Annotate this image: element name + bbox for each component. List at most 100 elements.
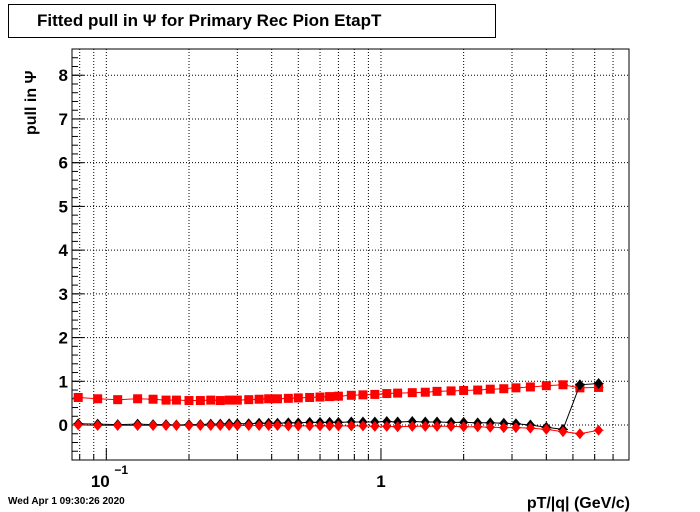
y-tick-label: 7 — [59, 110, 68, 129]
data-point-diamond — [195, 419, 205, 431]
data-point-square — [283, 393, 293, 403]
y-tick-label: 3 — [59, 285, 68, 304]
data-point-diamond — [594, 424, 604, 436]
data-point-diamond — [346, 420, 356, 432]
data-point-square — [73, 392, 83, 402]
data-point-square — [171, 395, 181, 405]
y-axis-title: pull in Ψ — [23, 70, 40, 135]
data-point-diamond — [485, 421, 495, 433]
data-point-square — [420, 387, 430, 397]
data-point-square — [293, 393, 303, 403]
data-point-diamond — [511, 422, 521, 434]
x-axis-title: pT/|q| (GeV/c) — [527, 495, 630, 512]
data-point-square — [113, 395, 123, 405]
data-point-diamond — [215, 419, 225, 431]
y-tick-label: 8 — [59, 66, 68, 85]
x-tick-label: 1 — [376, 472, 385, 491]
data-point-diamond — [420, 420, 430, 432]
data-point-square — [446, 386, 456, 396]
data-point-square — [473, 385, 483, 395]
data-point-square — [333, 391, 343, 401]
data-point-diamond — [446, 420, 456, 432]
axis-ticks: 0 1 2 3 4 5 6 7 8 10 −1 1 — [59, 57, 630, 491]
data-point-square — [346, 390, 356, 400]
plot-frame — [71, 48, 630, 461]
data-point-diamond — [370, 420, 380, 432]
data-point-square — [432, 386, 442, 396]
data-point-square — [499, 384, 509, 394]
data-point-diamond — [206, 419, 216, 431]
x-tick-label: 10 — [91, 472, 110, 491]
y-tick-label: 4 — [59, 241, 69, 260]
data-point-diamond — [541, 423, 551, 435]
data-point-diamond — [232, 419, 242, 431]
data-point-square — [358, 390, 368, 400]
data-point-diamond — [393, 421, 403, 433]
data-point-square — [541, 381, 551, 391]
data-point-diamond — [171, 419, 181, 431]
data-point-square — [264, 394, 274, 404]
data-point-diamond — [272, 419, 282, 431]
data-point-diamond — [525, 422, 535, 434]
data-point-diamond — [333, 420, 343, 432]
data-point-diamond — [325, 420, 335, 432]
data-point-diamond — [264, 419, 274, 431]
data-point-diamond — [133, 419, 143, 431]
data-point-square — [133, 394, 143, 404]
data-point-diamond — [594, 377, 604, 389]
data-point-square — [485, 384, 495, 394]
y-tick-label: 1 — [59, 372, 68, 391]
data-point-square — [244, 395, 254, 405]
data-point-square — [511, 383, 521, 393]
data-point-square — [525, 382, 535, 392]
data-point-square — [272, 394, 282, 404]
y-tick-label: 0 — [59, 416, 68, 435]
data-point-square — [224, 395, 234, 405]
data-point-square — [215, 396, 225, 406]
data-point-diamond — [382, 420, 392, 432]
data-point-diamond — [473, 421, 483, 433]
data-point-square — [382, 389, 392, 399]
data-point-square — [325, 392, 335, 402]
data-point-diamond — [73, 419, 83, 431]
data-point-diamond — [432, 420, 442, 432]
data-point-square — [407, 388, 417, 398]
data-point-diamond — [575, 379, 585, 391]
data-point-square — [232, 395, 242, 405]
data-point-diamond — [93, 419, 103, 431]
data-point-diamond — [161, 419, 171, 431]
chart-title-box: Fitted pull in Ψ for Primary Rec Pion Et… — [8, 4, 496, 38]
footer-timestamp: Wed Apr 1 09:30:26 2020 — [8, 496, 125, 507]
y-tick-label: 6 — [59, 154, 68, 173]
data-point-diamond — [244, 419, 254, 431]
data-point-diamond — [358, 420, 368, 432]
data-point-square — [206, 395, 216, 405]
data-point-diamond — [224, 419, 234, 431]
data-point-diamond — [283, 420, 293, 432]
y-tick-label: 2 — [59, 329, 68, 348]
data-point-diamond — [558, 426, 568, 438]
data-point-square — [93, 394, 103, 404]
data-point-square — [370, 389, 380, 399]
data-point-diamond — [499, 422, 509, 434]
data-point-diamond — [305, 420, 315, 432]
data-point-diamond — [254, 419, 264, 431]
x-tick-exponent: −1 — [114, 463, 128, 477]
data-point-diamond — [407, 420, 417, 432]
data-point-diamond — [113, 419, 123, 431]
data-point-square — [558, 380, 568, 390]
data-point-square — [161, 395, 171, 405]
data-point-square — [459, 385, 469, 395]
data-layer — [73, 377, 604, 440]
data-point-square — [315, 392, 325, 402]
data-point-diamond — [575, 428, 585, 440]
data-point-square — [254, 394, 264, 404]
data-point-diamond — [315, 420, 325, 432]
data-point-square — [195, 396, 205, 406]
data-point-square — [148, 394, 158, 404]
chart-title: Fitted pull in Ψ for Primary Rec Pion Et… — [37, 11, 382, 30]
data-point-diamond — [148, 419, 158, 431]
data-point-diamond — [184, 419, 194, 431]
data-point-square — [305, 392, 315, 402]
